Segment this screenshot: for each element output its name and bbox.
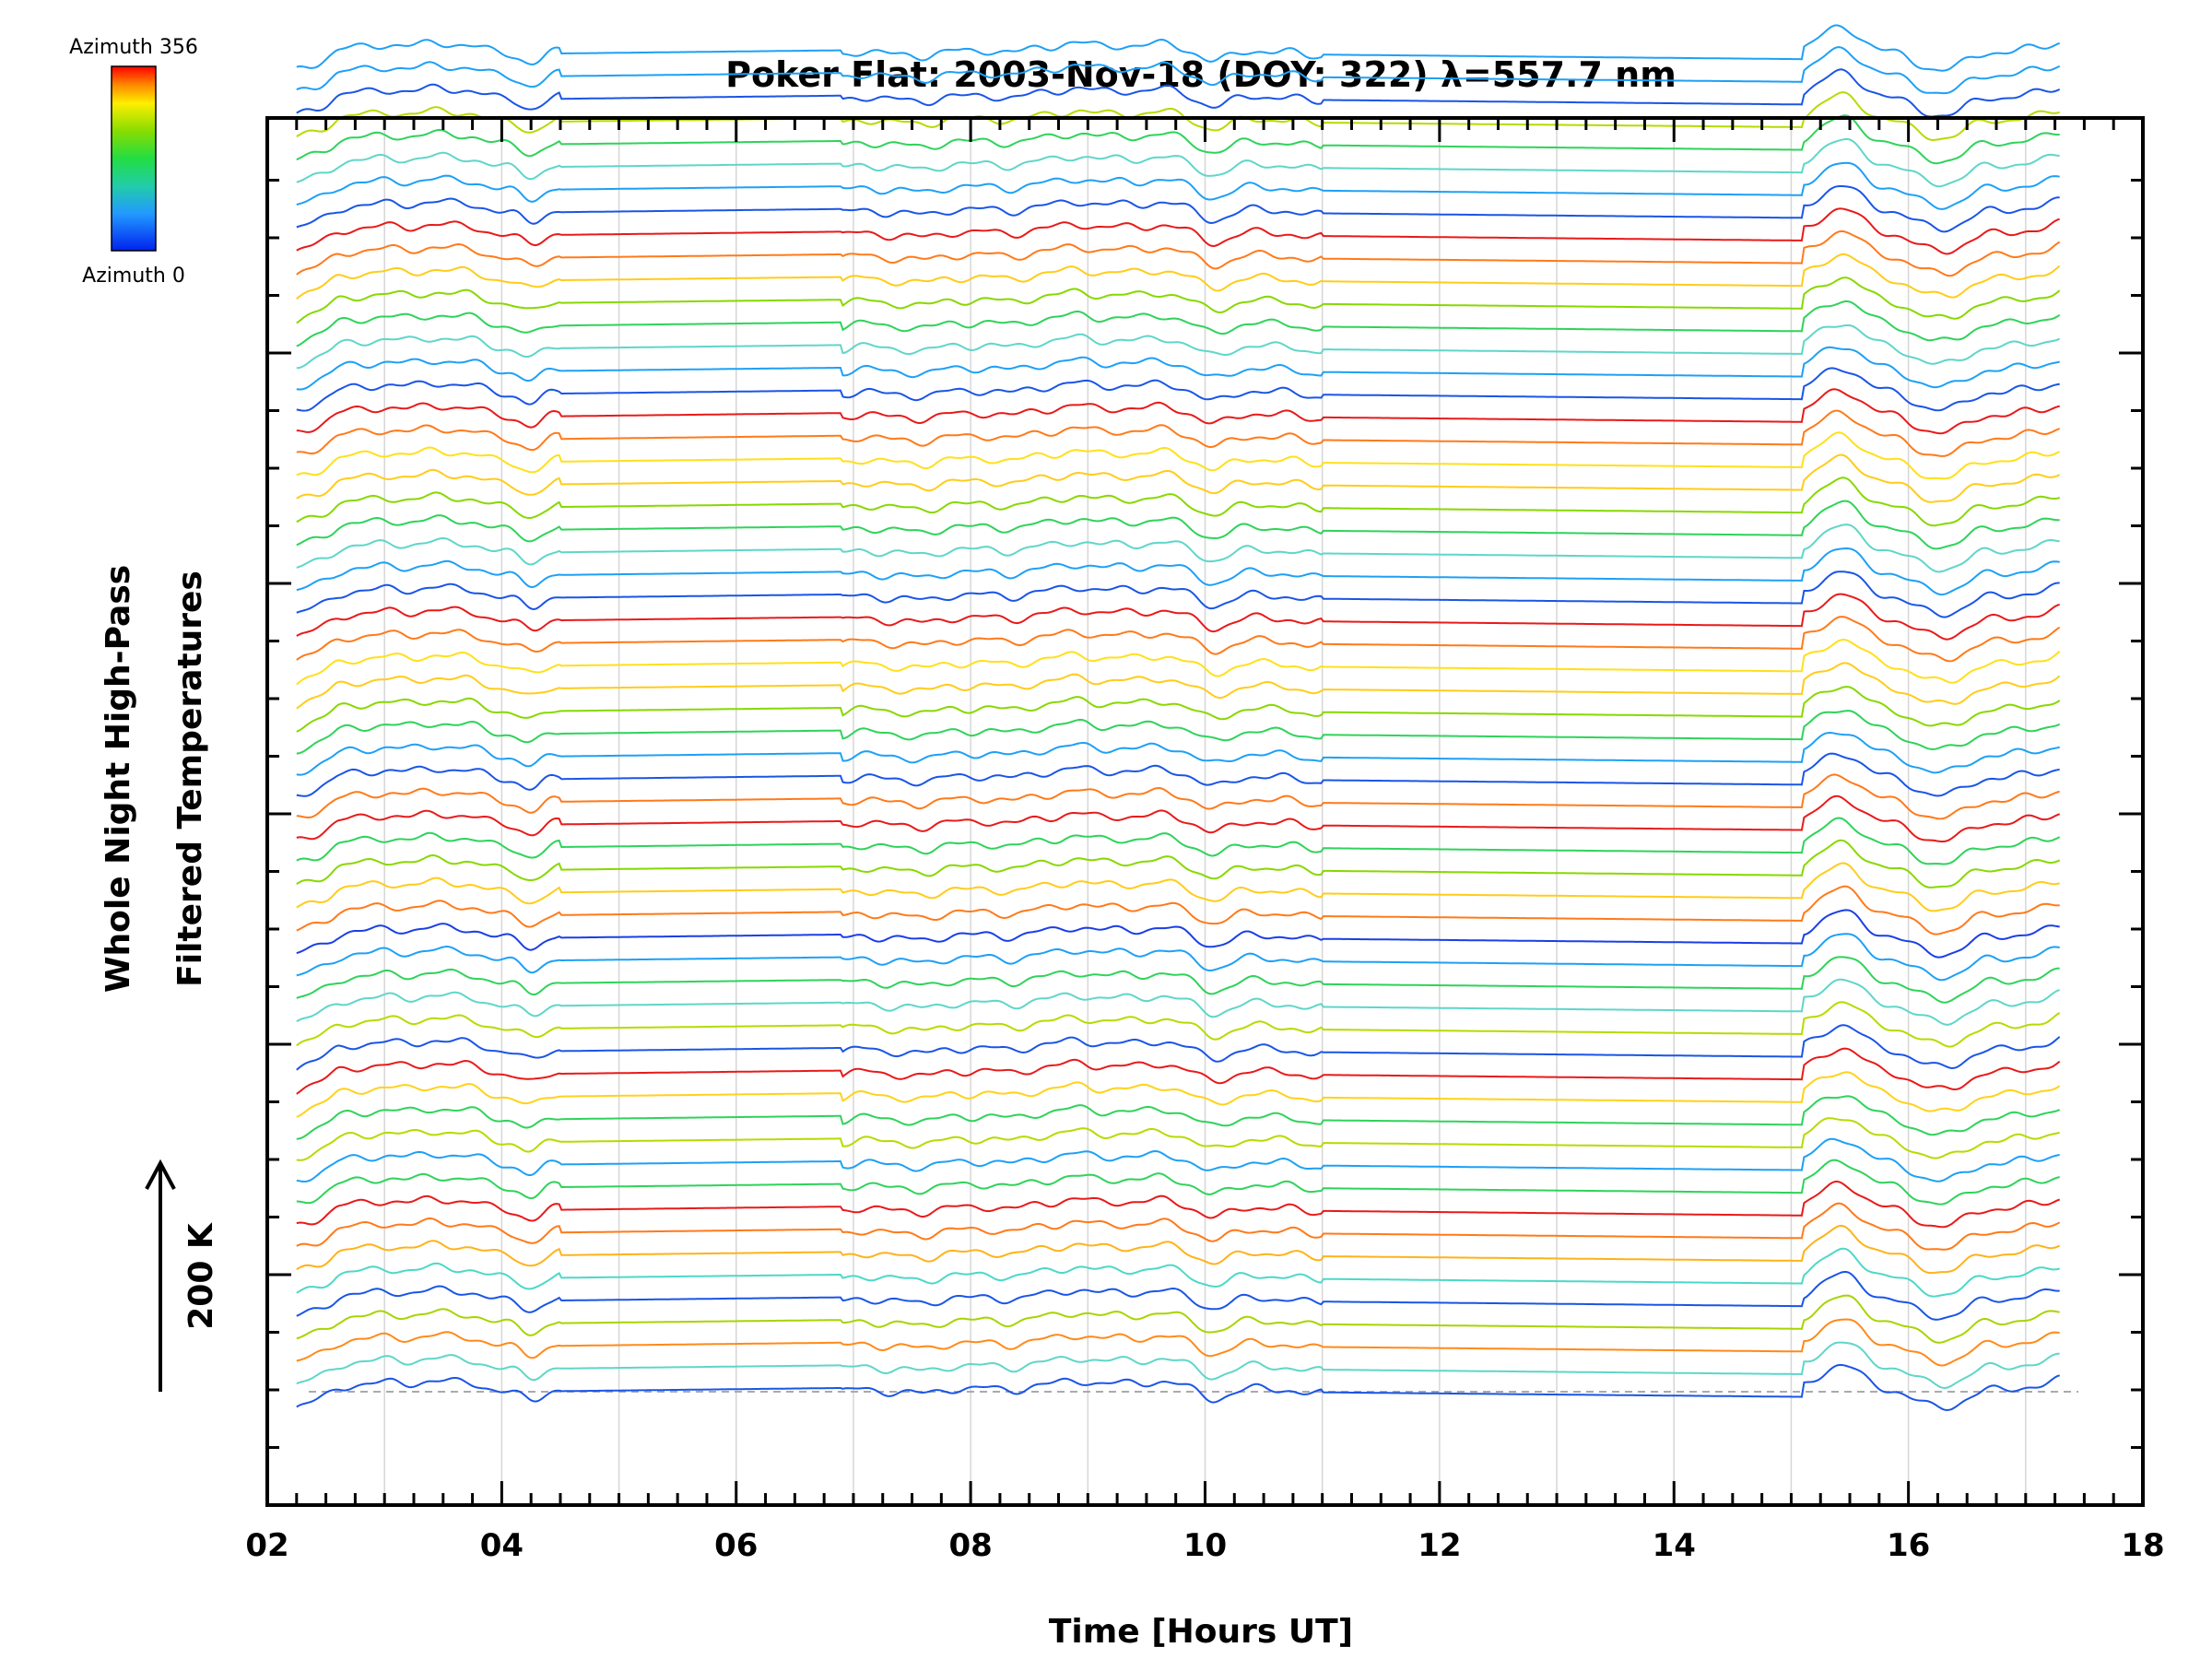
series-line (296, 571, 2060, 618)
series-line (296, 1180, 2061, 1229)
series-line (296, 276, 2061, 324)
series-line (296, 1047, 2061, 1095)
series-line (296, 547, 2060, 596)
series-line (296, 1159, 2060, 1206)
x-tick-label: 12 (1418, 1527, 1461, 1564)
series-line (296, 1071, 2061, 1118)
series-line (296, 1318, 2060, 1367)
x-tick-label: 16 (1887, 1527, 1930, 1564)
series-line (296, 1095, 2061, 1140)
series-line (296, 839, 2061, 888)
series-line (296, 794, 2061, 843)
series-line (296, 1341, 2060, 1390)
series-line (296, 1202, 2061, 1251)
series-line (296, 324, 2061, 370)
x-tick-label: 10 (1183, 1527, 1227, 1564)
series-line (296, 1247, 2060, 1298)
series-line (296, 346, 2060, 391)
y-axis-label-line2: Filtered Temperatures (171, 571, 209, 987)
series-line (296, 24, 2061, 72)
series-line (296, 817, 2061, 865)
series-line (296, 388, 2060, 435)
series-line (296, 367, 2060, 412)
series-line (296, 207, 2061, 255)
series-line (296, 185, 2060, 233)
series-line (296, 752, 2060, 797)
x-tick-label: 14 (1653, 1527, 1696, 1564)
chart-title: Poker Flat: 2003-Nov-18 (DOY: 322) λ=557… (725, 54, 1677, 95)
series-line (296, 1001, 2061, 1048)
series-line (296, 477, 2060, 527)
series-line (296, 933, 2060, 982)
series-line (296, 46, 2061, 95)
series-line (296, 1137, 2060, 1183)
series-line (296, 662, 2061, 710)
series-line (296, 978, 2061, 1026)
series-line (296, 68, 2061, 118)
series-line (296, 1271, 2060, 1321)
series-line (296, 161, 2060, 210)
series-line (296, 909, 2060, 959)
series-line (296, 885, 2060, 935)
series-line (296, 114, 2060, 165)
series-line (296, 773, 2060, 820)
series-line (296, 616, 2061, 663)
axis-ticks (265, 118, 2145, 1505)
scale-arrow-head (145, 1159, 176, 1190)
colorbar-top-label: Azimuth 356 (69, 36, 198, 59)
x-tick-label: 08 (948, 1527, 992, 1564)
series-line (296, 229, 2061, 277)
series-line (296, 1224, 2061, 1275)
x-axis-label: Time [Hours UT] (1049, 1613, 1353, 1651)
x-tick-label: 04 (480, 1527, 524, 1564)
y-axis-label-line1: Whole Night High-Pass (100, 565, 137, 993)
series-line (296, 593, 2061, 641)
colorbar (111, 65, 157, 252)
series-line (296, 300, 2061, 347)
plot-frame (265, 116, 2145, 1507)
series-line (296, 862, 2060, 912)
series-line (296, 638, 2061, 686)
series-line (296, 1024, 2061, 1071)
scale-label: 200 K (182, 1222, 220, 1330)
series-line (296, 1294, 2060, 1344)
series-group (296, 24, 2061, 1412)
series-line (296, 137, 2060, 188)
series-line (296, 956, 2060, 1004)
x-tick-label: 06 (714, 1527, 758, 1564)
series-line (296, 253, 2061, 300)
colorbar-bottom-label: Azimuth 0 (82, 265, 185, 288)
series-line (296, 686, 2061, 733)
x-tick-label: 02 (245, 1527, 288, 1564)
series-line (296, 524, 2060, 573)
series-line (296, 431, 2061, 480)
x-tick-label: 18 (2121, 1527, 2164, 1564)
series-line (296, 731, 2060, 776)
series-line (296, 500, 2060, 550)
series-line (296, 1364, 2061, 1412)
series-line (296, 453, 2061, 503)
series-line (296, 710, 2061, 755)
x-tick-labels: 02 04 06 08 10 12 14 16 18 (245, 1527, 2164, 1564)
series-line (296, 1117, 2060, 1161)
x-gridlines (383, 118, 2027, 1505)
series-line (296, 409, 2061, 457)
